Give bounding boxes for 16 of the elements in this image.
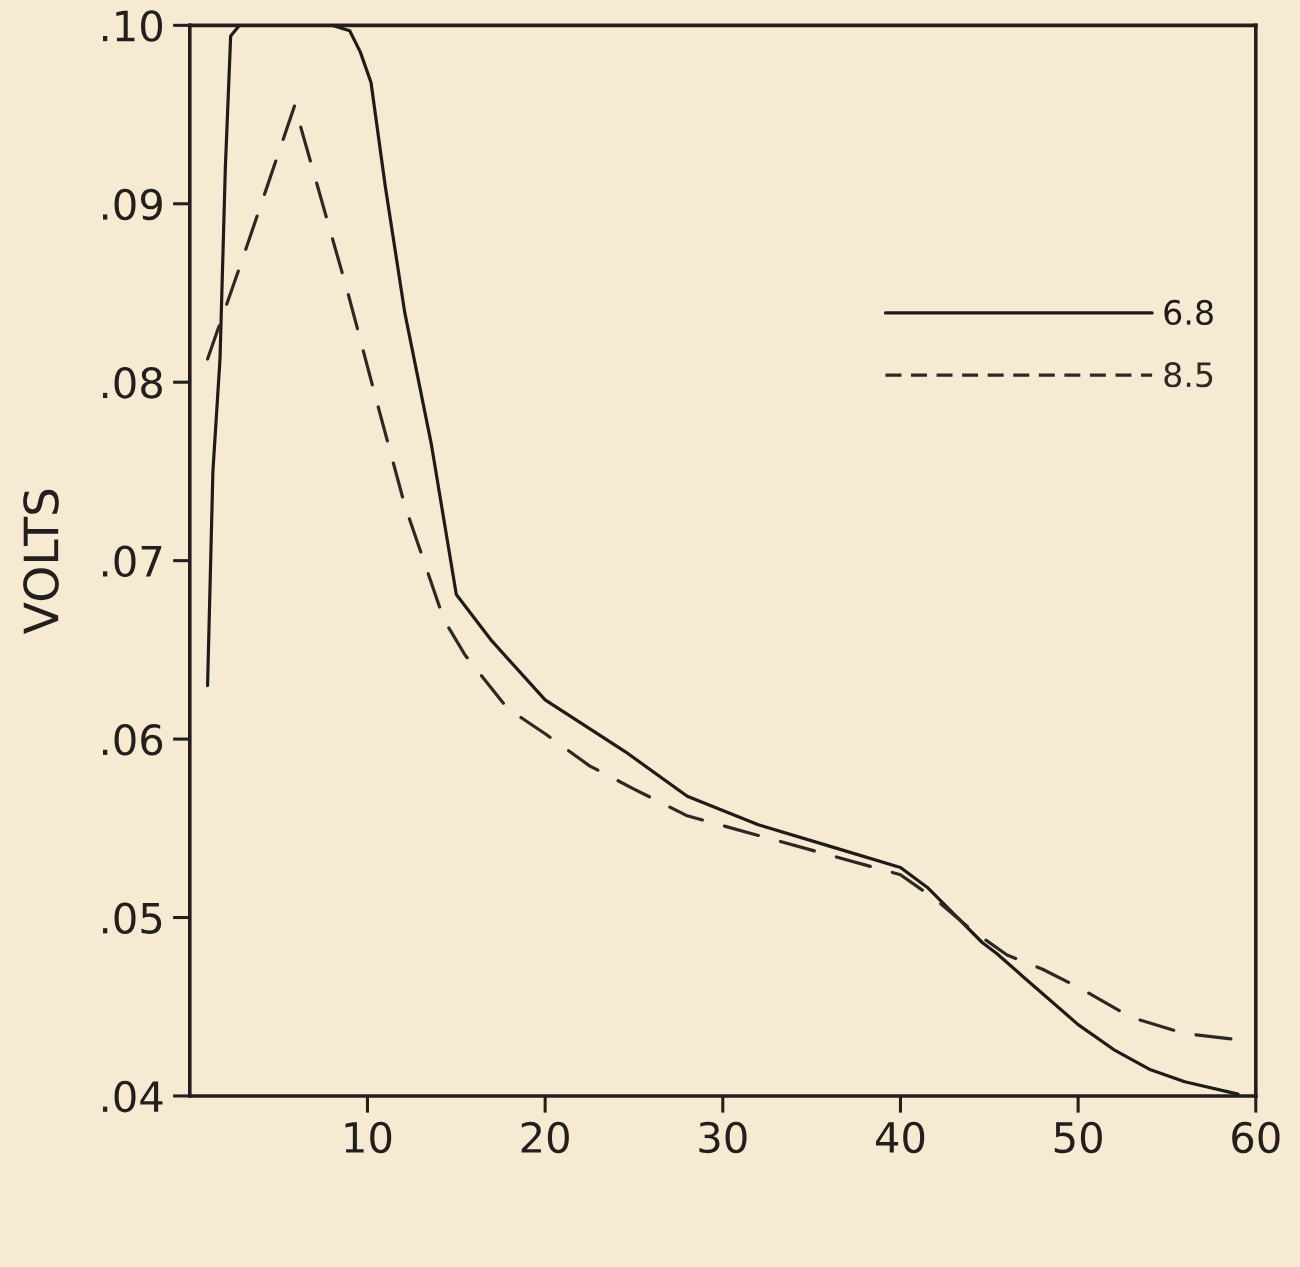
x-tick-label: 50 (1054, 1121, 1102, 1154)
x-tick-label: 40 (875, 1121, 925, 1154)
y-tick-label: .06 (102, 723, 163, 756)
y-tick-label: .07 (102, 545, 162, 578)
text: 6.8 (1164, 299, 1213, 326)
y-tick-label: .04 (102, 1080, 163, 1113)
y-tick-label: .10 (102, 10, 163, 42)
y-tick-label: .05 (102, 902, 162, 934)
text: 8.5 (1164, 362, 1213, 388)
y-tick-label: .08 (102, 367, 162, 399)
x-tick-label: 30 (699, 1121, 747, 1154)
x-tick-label: 20 (521, 1121, 569, 1154)
x-tick-label: 60 (1232, 1121, 1280, 1154)
y-axis-title: VOLTS (23, 489, 59, 634)
x-tick-label: 10 (345, 1121, 392, 1154)
y-tick-label: .09 (102, 188, 162, 221)
